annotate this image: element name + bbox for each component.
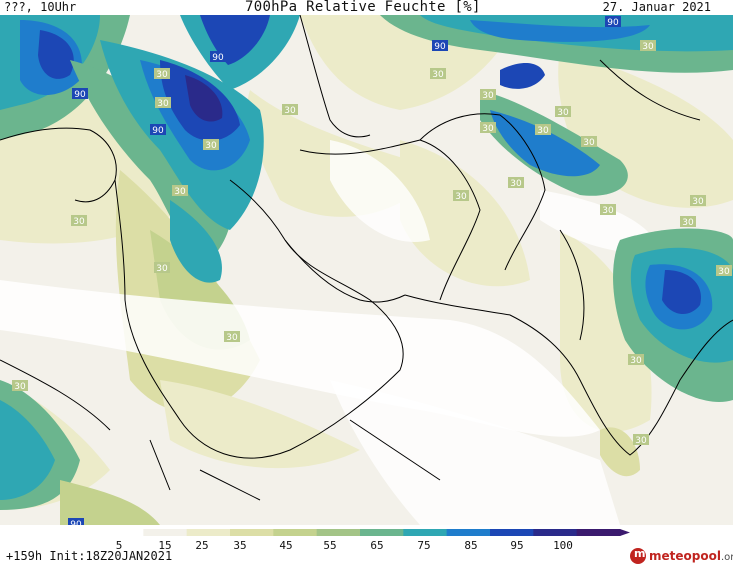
colorbar-swatch bbox=[447, 529, 491, 536]
contour-label: 30 bbox=[205, 141, 217, 151]
contour-label: 30 bbox=[432, 70, 444, 80]
contour-label: 30 bbox=[482, 124, 494, 134]
contour-label: 30 bbox=[718, 267, 730, 277]
contour-label: 90 bbox=[74, 90, 86, 100]
map-footer: 5 15 25 35 45 55 65 75 85 95 100 +159h Init:18Z20J… bbox=[0, 525, 733, 566]
colorbar-swatch bbox=[273, 529, 317, 536]
colorbar-tick-label: 45 bbox=[271, 539, 301, 552]
contour-label: 30 bbox=[537, 126, 549, 136]
colorbar-tick-label: 65 bbox=[362, 539, 392, 552]
contour-label: 30 bbox=[630, 356, 642, 366]
colorbar-swatch bbox=[490, 529, 534, 536]
contour-label: 30 bbox=[635, 436, 647, 446]
contour-label: 30 bbox=[284, 106, 296, 116]
contour-label: 30 bbox=[583, 138, 595, 148]
contour-label: 90 bbox=[212, 53, 224, 63]
contour-label: 30 bbox=[156, 70, 168, 80]
logo-text: meteopool.org bbox=[649, 549, 733, 563]
colorbar-swatch bbox=[403, 529, 447, 536]
colorbar-swatch bbox=[100, 529, 144, 536]
contour-label: 30 bbox=[482, 91, 494, 101]
contour-label: 90 bbox=[434, 42, 446, 52]
forecast-date: 27. Januar 2021 bbox=[603, 0, 711, 14]
colorbar-tick-label: 35 bbox=[225, 539, 255, 552]
colorbar-swatch bbox=[360, 529, 404, 536]
colorbar-arrow bbox=[620, 529, 630, 536]
humidity-map: 90 90 90 90 30 30 30 30 30 30 30 30 90 90 30 30 30 30 30 30… bbox=[0, 15, 733, 525]
contour-label: 90 bbox=[152, 126, 164, 136]
contour-label: 30 bbox=[602, 206, 614, 216]
colorbar-tick-label: 100 bbox=[548, 539, 578, 552]
contour-label: 30 bbox=[682, 218, 694, 228]
contour-label: 30 bbox=[510, 179, 522, 189]
contour-label: 30 bbox=[557, 108, 569, 118]
colorbar-swatch bbox=[317, 529, 361, 536]
map-canvas: 90 90 90 90 30 30 30 30 30 30 30 30 90 90 30 30 30 30 30 30… bbox=[0, 15, 733, 525]
contour-label: 30 bbox=[156, 264, 168, 274]
map-title: 700hPa Relative Feuchte [%] bbox=[245, 0, 481, 15]
map-header: ???, 10Uhr 700hPa Relative Feuchte [%] 2… bbox=[0, 0, 733, 16]
colorbar-tick-label: 95 bbox=[502, 539, 532, 552]
colorbar-tick-label: 25 bbox=[187, 539, 217, 552]
colorbar-tick-label: 55 bbox=[315, 539, 345, 552]
colorbar-swatch bbox=[230, 529, 274, 536]
contour-label: 30 bbox=[226, 333, 238, 343]
colorbar-tick-label: 75 bbox=[409, 539, 439, 552]
contour-label: 30 bbox=[14, 382, 26, 392]
contour-label: 30 bbox=[73, 217, 85, 227]
colorbar-tick-label: 85 bbox=[456, 539, 486, 552]
contour-label: 30 bbox=[692, 197, 704, 207]
contour-label: 30 bbox=[157, 99, 169, 109]
colorbar-swatch bbox=[577, 529, 621, 536]
contour-label: 30 bbox=[174, 187, 186, 197]
colorbar-swatch bbox=[533, 529, 577, 536]
valid-time-label: ???, 10Uhr bbox=[4, 0, 76, 14]
logo-icon: m bbox=[630, 548, 646, 564]
contour-label: 30 bbox=[455, 192, 467, 202]
run-info: +159h Init:18Z20JAN2021 bbox=[6, 549, 172, 563]
contour-label: 90 bbox=[607, 18, 619, 28]
colorbar-swatch bbox=[187, 529, 231, 536]
contour-label: 30 bbox=[642, 42, 654, 52]
colorbar-swatch bbox=[143, 529, 187, 536]
